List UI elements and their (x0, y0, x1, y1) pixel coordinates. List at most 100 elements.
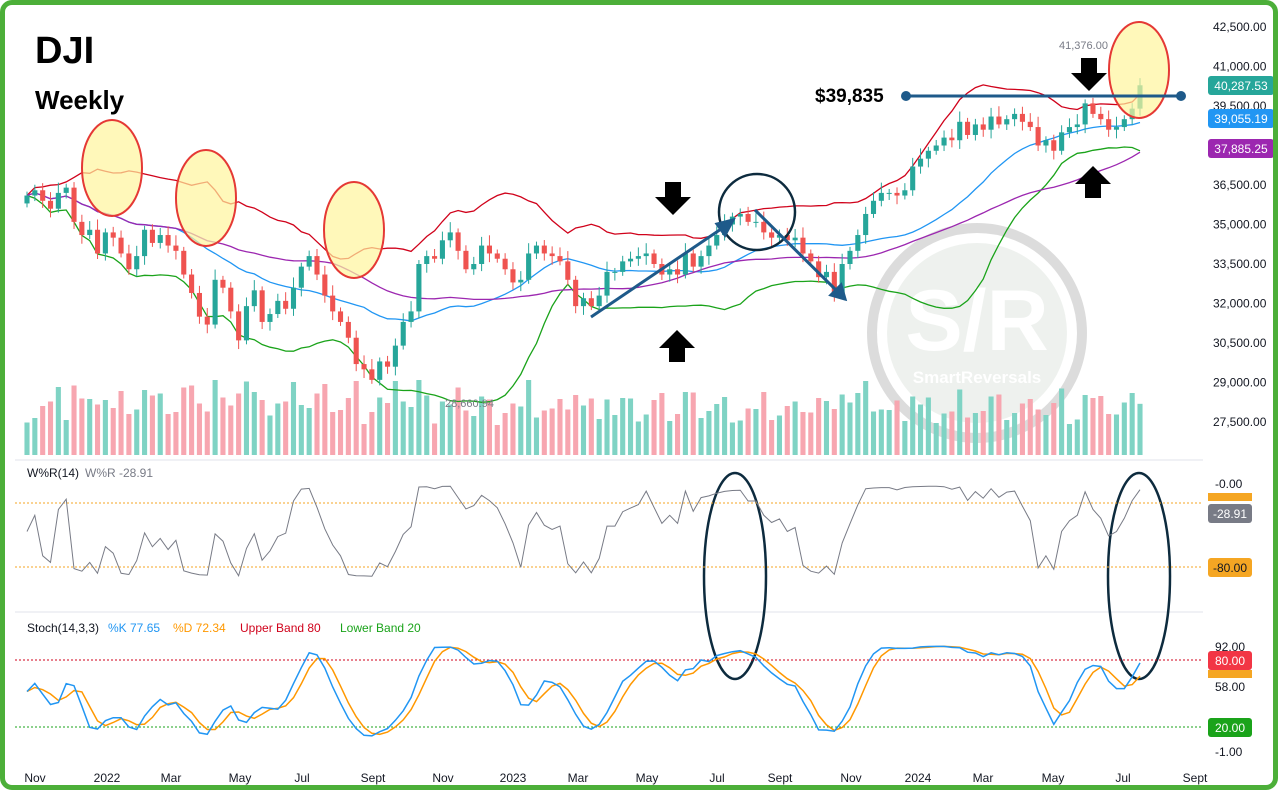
volume-bar (1027, 399, 1033, 455)
volume-bar (714, 404, 720, 455)
candle-body (1051, 140, 1057, 151)
volume-bar (1137, 403, 1143, 455)
stoch-upper-label: Upper Band 80 (240, 621, 321, 635)
volume-bar (957, 389, 963, 455)
candle-body (1090, 103, 1096, 114)
candle-body (439, 240, 445, 259)
volume-bar (1098, 396, 1104, 455)
volume-bar (722, 397, 728, 455)
candle-body (627, 258, 634, 262)
volume-bar (761, 392, 767, 455)
candle-body (776, 235, 782, 238)
volume-bar (1066, 424, 1073, 455)
candle-body (1066, 127, 1073, 133)
candle-body (298, 266, 304, 288)
volume-bar (79, 398, 85, 455)
candle-body (917, 158, 924, 167)
volume-bars (24, 380, 1143, 455)
volume-bar (1043, 415, 1049, 455)
volume-bar (800, 412, 806, 455)
candle-body (839, 264, 845, 293)
volume-bar (557, 399, 563, 455)
volume-bar (792, 401, 798, 455)
candle-body (47, 200, 54, 209)
candle-body (643, 253, 649, 257)
volume-bar (1012, 413, 1018, 455)
volume-bar (620, 398, 626, 455)
stoch-upper-badge (1208, 651, 1252, 670)
volume-bar (314, 393, 320, 455)
time-tick-label: Nov (432, 771, 453, 785)
candle-body (189, 274, 195, 293)
chart-canvas: S/R SmartReversals 42,500.00 41,000.00 39,… (15, 20, 1273, 785)
price-tick-label: 32,000.00 (1213, 297, 1267, 311)
volume-bar (298, 405, 304, 455)
candle-body (424, 256, 430, 264)
time-axis: Nov 2022 Mar May Jul Sept Nov 2023 Mar May Jul Sept… (24, 771, 1208, 785)
candle-body (1113, 127, 1120, 130)
volume-bar (949, 411, 955, 455)
candle-body (847, 250, 853, 264)
volume-bar (306, 408, 312, 455)
volume-bar (32, 418, 38, 455)
candle-body (157, 235, 163, 243)
candle-body (24, 195, 30, 204)
stoch-upper-value: 80.00 (1215, 654, 1245, 668)
volume-bar (204, 411, 210, 455)
last-price-badge (1208, 76, 1273, 95)
candle-body (808, 253, 814, 262)
watermark-logo: S/R SmartReversals (867, 223, 1087, 443)
middle-band-line (26, 121, 1141, 322)
candle-body (816, 261, 822, 278)
volume-bar (831, 409, 837, 455)
candle-body (878, 192, 884, 201)
volume-bar (290, 382, 297, 455)
williams-value: -28.91 (1213, 507, 1247, 521)
candle-body (322, 274, 328, 296)
stoch-axis-bottom: -1.00 (1215, 745, 1243, 759)
stoch-axis-mid: 58.00 (1215, 680, 1245, 694)
candle-body (949, 137, 955, 141)
price-tick-label: 36,500.00 (1213, 178, 1267, 192)
candle-body (228, 287, 234, 312)
volume-bar (267, 415, 273, 455)
candle-body (118, 237, 124, 254)
volume-bar (165, 414, 171, 455)
volume-bar (596, 419, 602, 455)
volume-bar (925, 397, 931, 455)
candle-body (290, 287, 297, 309)
candle-body (181, 250, 187, 275)
time-tick-label: Sept (768, 771, 793, 785)
volume-bar (447, 404, 453, 455)
volume-bar (157, 393, 163, 455)
time-tick-label: Mar (161, 771, 182, 785)
candle-body (1043, 140, 1049, 146)
volume-bar (565, 409, 571, 455)
time-tick-label: Jul (709, 771, 724, 785)
volume-bar (549, 408, 555, 455)
volume-bar (345, 398, 351, 455)
candle-body (165, 235, 171, 246)
volume-bar (847, 402, 853, 455)
candle-body (580, 298, 587, 307)
volume-bar (212, 380, 218, 455)
candle-body (573, 279, 579, 307)
candle-body (40, 190, 46, 201)
candle-body (55, 192, 61, 209)
candle-body (432, 256, 438, 259)
svg-text:SmartReversals: SmartReversals (913, 368, 1042, 387)
volume-bar (392, 381, 398, 455)
candle-body (337, 311, 344, 322)
volume-bar (181, 387, 187, 455)
volume-bar (416, 380, 422, 455)
candle-body (314, 256, 320, 275)
volume-bar (228, 405, 234, 455)
time-tick-label: May (1042, 771, 1065, 785)
candle-body (604, 271, 610, 296)
candle-body (706, 245, 712, 257)
price-tick-label: 29,000.00 (1213, 376, 1267, 390)
candle-body (479, 245, 485, 264)
chart-title: DJI (35, 30, 94, 72)
candle-body (675, 269, 681, 275)
volume-bar (502, 413, 508, 455)
